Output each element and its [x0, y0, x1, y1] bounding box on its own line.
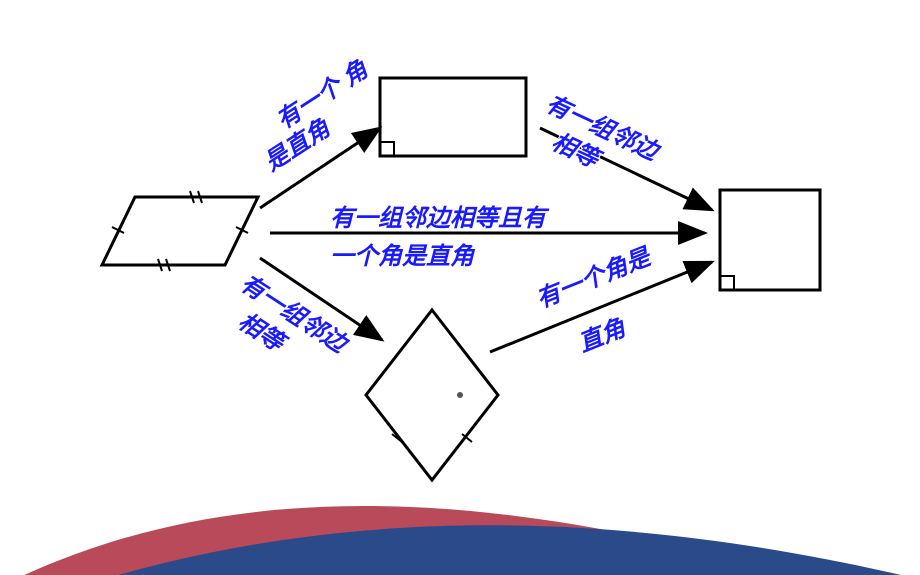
diagram-svg — [0, 0, 920, 575]
center-dot-icon — [457, 392, 463, 398]
shape-parallelogram — [102, 197, 258, 265]
shape-rectangle — [380, 78, 526, 156]
label-mid-line1: 有一组邻边相等且有 — [330, 198, 546, 233]
label-mid-line2: 一个角是直角 — [330, 236, 474, 271]
shape-rhombus — [366, 310, 498, 480]
